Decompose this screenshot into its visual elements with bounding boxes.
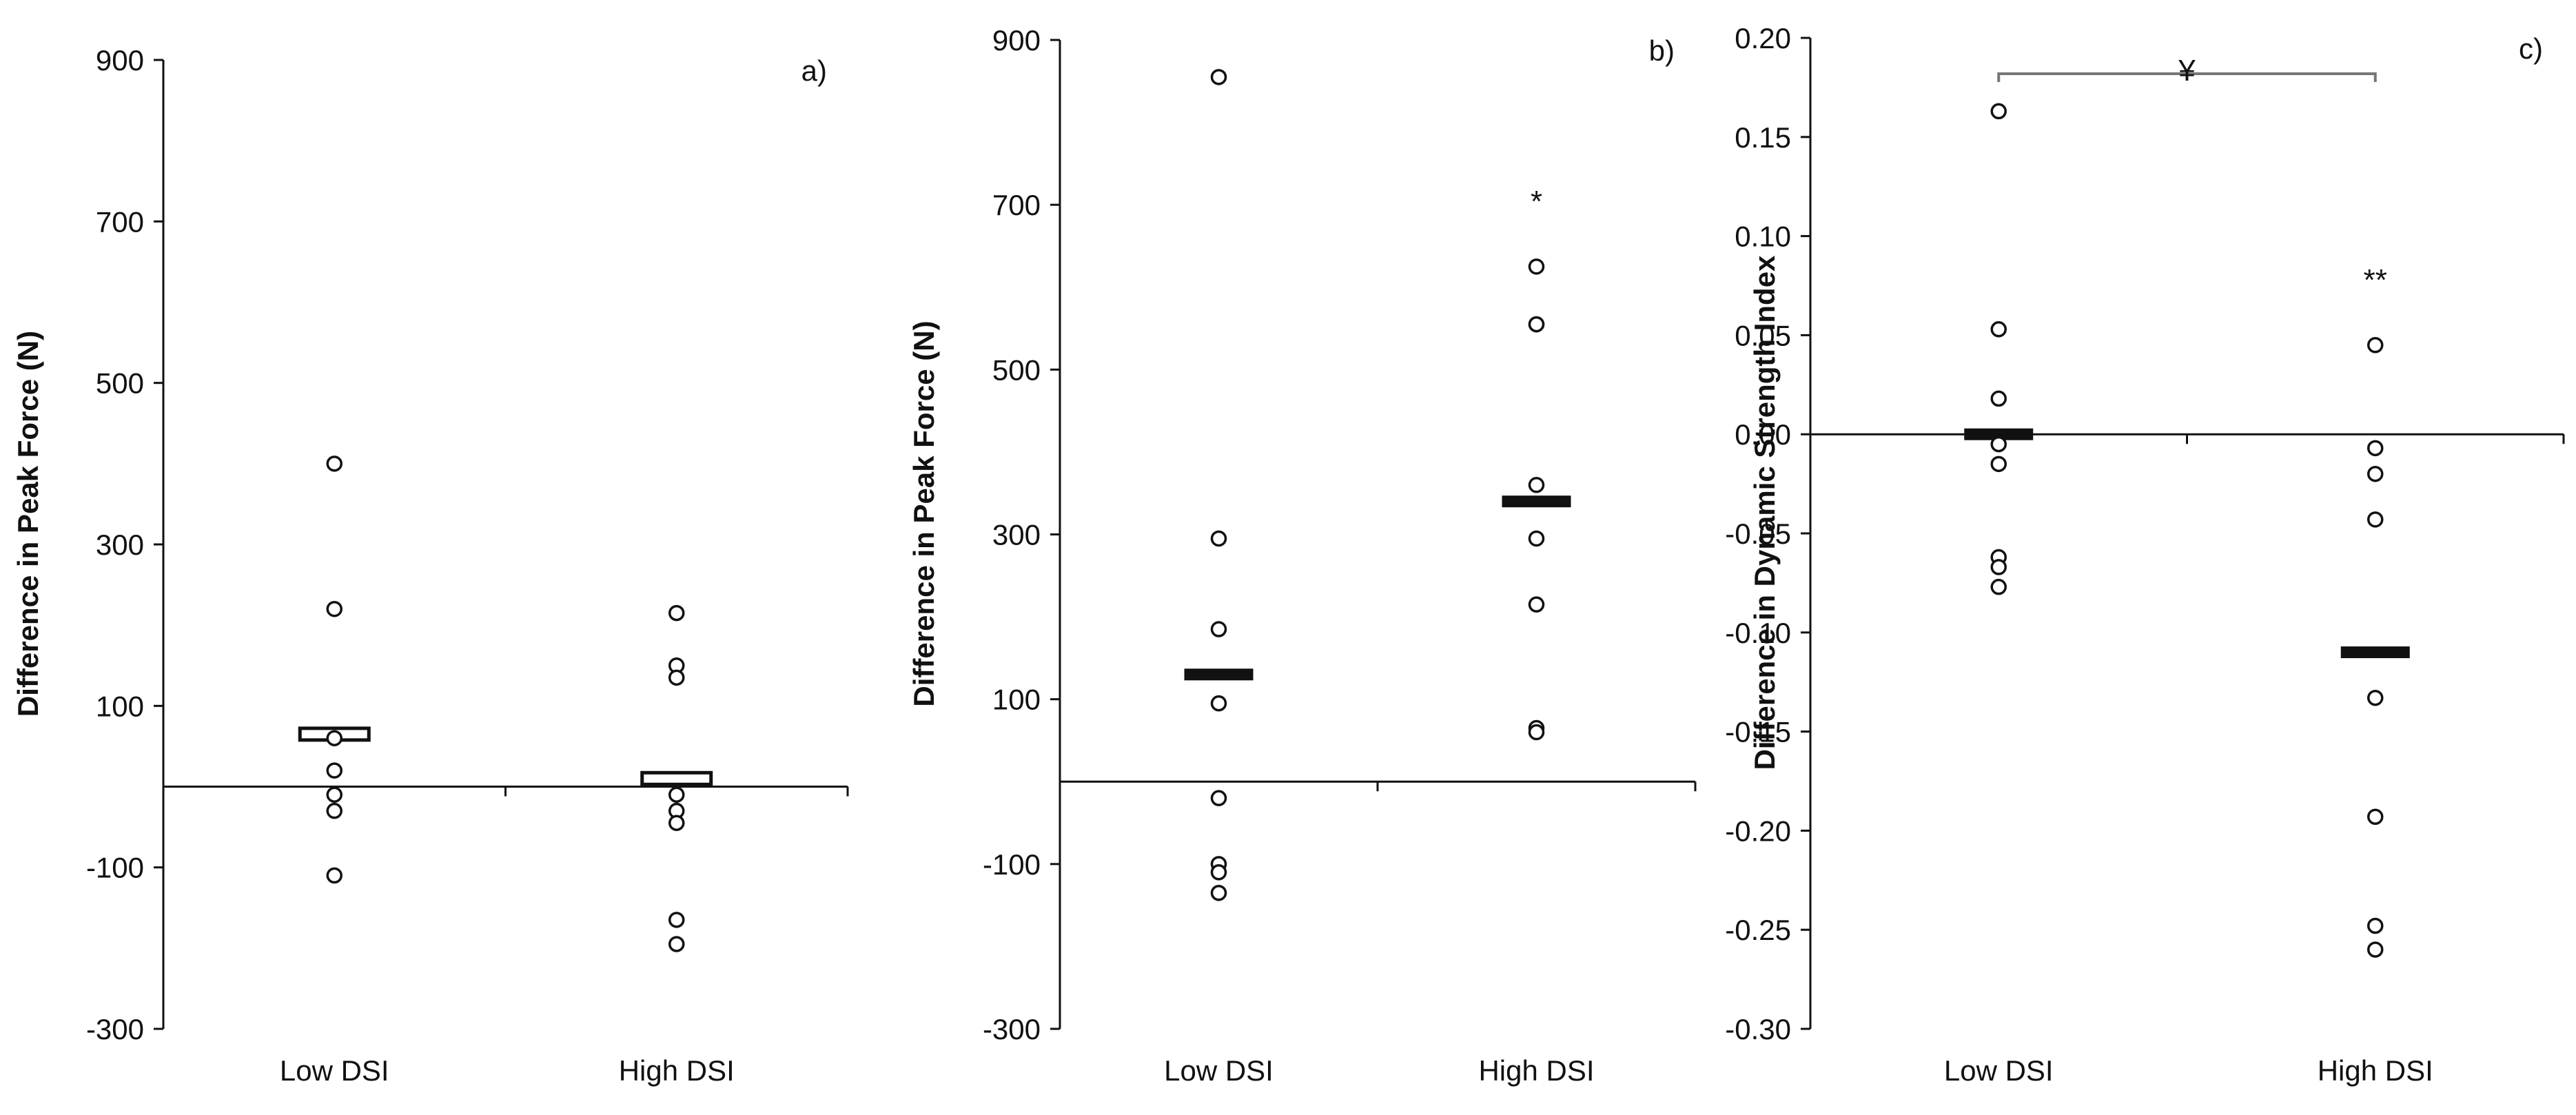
panel-1-category-label: Low DSI <box>280 1054 389 1087</box>
panel-3-data-point <box>2367 689 2384 706</box>
panel-3-data-point <box>2367 337 2384 354</box>
panel-1-category-label: High DSI <box>619 1054 735 1087</box>
panel-2-y-axis-title: Difference in Peak Force (N) <box>908 320 940 706</box>
panel-3-data-point <box>2367 465 2384 482</box>
panel-2-data-point <box>1528 724 1545 741</box>
panel-2-y-tick-label: 900 <box>992 24 1041 57</box>
panel-1-y-tick-label: 900 <box>96 44 144 76</box>
panel-1-data-point <box>668 786 685 803</box>
panel-3-y-tick-label: 0.10 <box>1735 221 1791 253</box>
panel-3-data-point <box>1990 436 2007 453</box>
panel-2-mean-marker <box>1502 495 1571 508</box>
panel-2-category-label: High DSI <box>1478 1054 1594 1087</box>
panel-3-data-point <box>2367 808 2384 826</box>
panel-3-data-point <box>1990 456 2007 473</box>
panel-3-data-point <box>1990 559 2007 575</box>
panel-3-panel-label: c) <box>2519 32 2543 65</box>
panel-1-y-tick-label: -100 <box>86 852 144 884</box>
panel-1-data-point <box>668 936 685 952</box>
panel-2-data-point <box>1528 477 1545 493</box>
panel-2-data-point <box>1210 69 1227 85</box>
panel-1-data-point <box>668 604 685 622</box>
panel-2-y-tick-label: -300 <box>983 1013 1041 1045</box>
panel-2-data-point <box>1210 530 1227 547</box>
panel-2-data-point <box>1210 621 1227 637</box>
panel-1-data-point <box>326 762 343 779</box>
panel-3-y-tick-label: -0.10 <box>1725 617 1791 649</box>
panel-2-data-point <box>1210 790 1227 806</box>
panel-3-data-point <box>1990 103 2007 120</box>
panel-3-y-tick-label: 0.20 <box>1735 22 1791 54</box>
panel-2-data-point <box>1528 316 1545 333</box>
panel-3-mean-marker <box>1964 428 2034 440</box>
panel-1-mean-marker <box>640 770 713 786</box>
panel-2-y-tick-label: 300 <box>992 519 1041 551</box>
panel-2-y-tick-label: 500 <box>992 354 1041 386</box>
panel-3-significance-mark: ** <box>2364 263 2387 297</box>
panel-3-bracket-label: ¥ <box>2178 54 2196 88</box>
panel-2-y-tick-label: 700 <box>992 189 1041 221</box>
panel-3-mean-marker <box>2340 646 2410 659</box>
panel-1-panel-label: a) <box>801 54 827 87</box>
panel-1-data-point <box>326 600 343 617</box>
panel-1-data-point <box>668 669 685 686</box>
panel-3-data-point <box>2367 511 2384 528</box>
panel-3-data-point <box>2367 440 2384 457</box>
panel-1-data-point <box>668 912 685 928</box>
panel-2-mean-marker <box>1184 668 1254 681</box>
panel-1-data-point <box>326 730 343 746</box>
panel-1-y-tick-label: 300 <box>96 529 144 561</box>
panel-1-data-point <box>326 802 343 819</box>
panel-2-y-tick-label: -100 <box>983 848 1041 881</box>
panel-2-panel-label: b) <box>1649 34 1675 67</box>
panel-1-y-tick-label: 700 <box>96 205 144 238</box>
panel-1-data-point <box>326 456 343 472</box>
panel-3-data-point <box>1990 390 2007 407</box>
panel-3-data-point <box>1990 578 2007 595</box>
panel-3-y-axis-title: Difference in Dynamic Strength Index <box>1748 255 1781 770</box>
panel-3-y-tick-label: -0.05 <box>1725 518 1791 550</box>
panel-1-data-point <box>326 786 343 803</box>
panel-2-significance-mark: * <box>1531 185 1542 218</box>
panel-1-y-tick-label: -300 <box>86 1013 144 1045</box>
panel-2-data-point <box>1210 884 1227 901</box>
panel-3-category-label: High DSI <box>2318 1054 2433 1087</box>
panel-3-comparison-bracket <box>1997 72 2377 82</box>
panel-3-data-point <box>2367 941 2384 958</box>
panel-2-data-point <box>1210 864 1227 881</box>
panel-3-data-point <box>2367 917 2384 934</box>
panel-3-y-tick-label: -0.20 <box>1725 815 1791 847</box>
panel-1-data-point <box>668 815 685 831</box>
panel-2-y-tick-label: 100 <box>992 684 1041 716</box>
panel-2-category-label: Low DSI <box>1164 1054 1274 1087</box>
panel-2-data-point <box>1528 530 1545 547</box>
panel-1-data-point <box>326 867 343 884</box>
panel-1-y-tick-label: 100 <box>96 690 144 722</box>
panel-1-y-axis-title: Difference in Peak Force (N) <box>12 331 44 717</box>
panel-3-y-tick-label: -0.25 <box>1725 914 1791 946</box>
panel-3-y-tick-label: -0.15 <box>1725 716 1791 748</box>
panel-2-data-point <box>1528 258 1545 275</box>
panel-3-y-tick-label: 0.05 <box>1735 319 1791 351</box>
panel-2-data-point <box>1528 596 1545 613</box>
panel-3-y-tick-label: -0.30 <box>1725 1013 1791 1045</box>
panel-3-data-point <box>1990 321 2007 338</box>
panel-3-y-tick-label: 0.00 <box>1735 418 1791 451</box>
panel-3-category-label: Low DSI <box>1944 1054 2054 1087</box>
panel-3-y-tick-label: 0.15 <box>1735 121 1791 154</box>
panel-2-data-point <box>1210 695 1227 712</box>
panel-1-y-tick-label: 500 <box>96 367 144 400</box>
